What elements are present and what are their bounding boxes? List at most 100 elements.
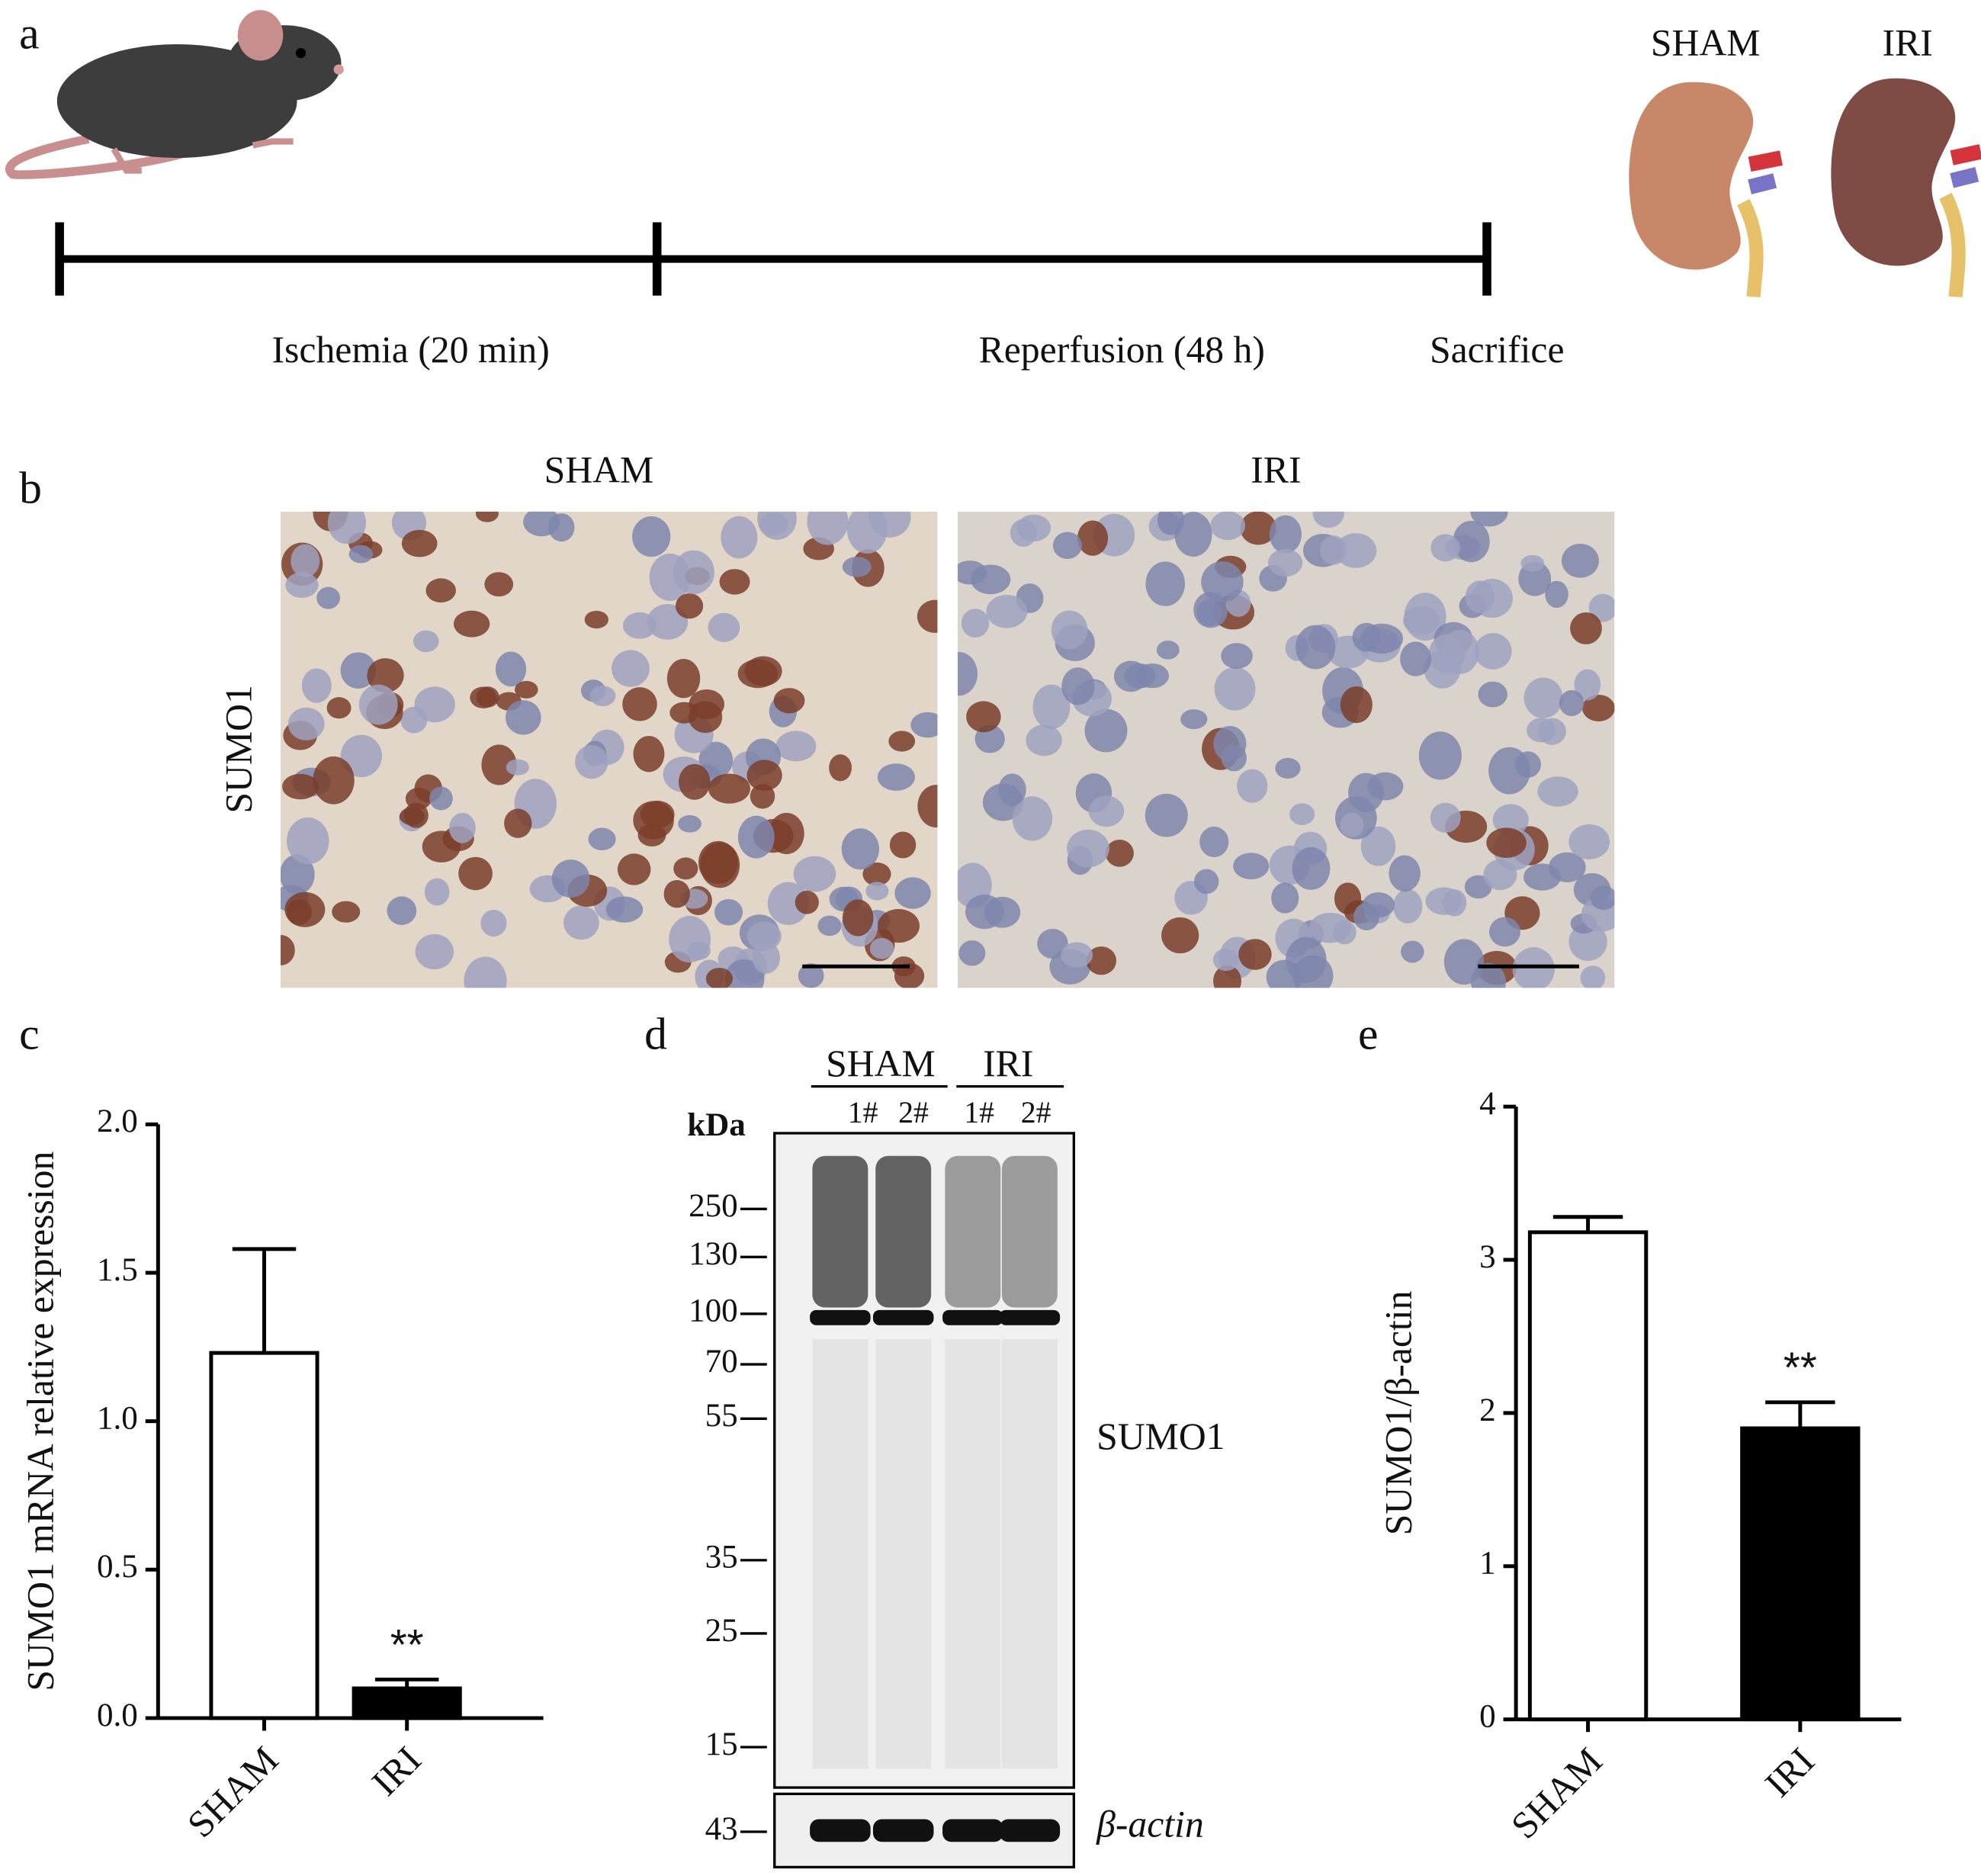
nucleus — [1352, 622, 1381, 652]
band — [942, 1819, 1003, 1842]
panel-label: b — [19, 463, 42, 513]
nucleus — [403, 802, 429, 828]
smear — [945, 1155, 1001, 1308]
y-tick-label: 0.0 — [97, 1698, 138, 1733]
nucleus — [1392, 889, 1423, 924]
nucleus — [470, 686, 497, 708]
nucleus — [917, 599, 938, 633]
nucleus — [1312, 511, 1344, 528]
nucleus — [663, 879, 690, 908]
nucleus — [865, 882, 889, 901]
nucleus — [1292, 846, 1331, 890]
nucleus — [1486, 827, 1527, 858]
marker-label: 25 — [705, 1613, 738, 1649]
nucleus — [793, 856, 836, 892]
nucleus — [1389, 855, 1421, 892]
nucleus — [633, 801, 674, 840]
nucleus — [429, 786, 453, 811]
nucleus — [1465, 580, 1495, 614]
nucleus — [1157, 511, 1185, 535]
nucleus — [679, 763, 711, 800]
nucleus — [1404, 593, 1446, 641]
nucleus — [1442, 889, 1467, 917]
histology-image-iri — [957, 511, 1615, 988]
nucleus — [1400, 641, 1432, 676]
nucleus — [1199, 826, 1229, 858]
nucleus — [877, 909, 920, 943]
nucleus — [475, 511, 499, 522]
nucleus — [1523, 863, 1561, 891]
nucleus — [678, 814, 702, 833]
nucleus — [746, 760, 782, 792]
nucleus — [1561, 543, 1599, 578]
nucleus — [1430, 802, 1461, 833]
group-label: IRI — [983, 1042, 1033, 1084]
band — [942, 1309, 1003, 1325]
nucleus — [673, 857, 698, 880]
nucleus — [551, 859, 590, 898]
nucleus — [1348, 773, 1384, 813]
row-label: SUMO1 — [218, 685, 260, 813]
nucleus — [1308, 912, 1352, 943]
nucleus — [1492, 804, 1529, 836]
nucleus — [287, 707, 325, 740]
nucleus — [495, 651, 527, 687]
nucleus — [1520, 554, 1545, 572]
marker-label: 35 — [705, 1540, 738, 1576]
nucleus — [1061, 667, 1095, 705]
nucleus — [605, 896, 644, 923]
unit-label: kDa — [687, 1107, 746, 1143]
marker-label: 100 — [689, 1293, 738, 1329]
nucleus — [721, 516, 758, 559]
band — [999, 1819, 1061, 1842]
nucleus — [746, 921, 782, 951]
nucleus — [1088, 795, 1125, 827]
nucleus — [842, 899, 874, 936]
nucleus — [700, 842, 740, 888]
nucleus — [1161, 917, 1199, 954]
bar — [352, 1686, 462, 1720]
nucleus — [1289, 803, 1315, 825]
x-tick-label: SHAM — [179, 1739, 286, 1845]
lane-label: 1# — [848, 1096, 878, 1129]
nucleus — [458, 856, 493, 891]
nucleus — [877, 763, 915, 791]
nucleus — [961, 609, 990, 638]
y-tick-label: 0.5 — [97, 1549, 138, 1585]
nucleus — [284, 891, 326, 927]
y-tick-label: 1 — [1479, 1546, 1496, 1582]
nucleus — [584, 610, 608, 629]
x-tick-label: SHAM — [1503, 1739, 1610, 1846]
nucleus — [1084, 708, 1128, 753]
nucleus — [401, 529, 438, 557]
phase-label: Reperfusion (48 h) — [979, 329, 1265, 371]
nucleus — [1051, 610, 1088, 650]
nucleus — [775, 731, 817, 762]
y-tick-label: 0 — [1479, 1698, 1496, 1734]
nucleus — [453, 610, 490, 638]
nucleus — [958, 940, 986, 966]
nucleus — [1489, 917, 1520, 947]
nucleus — [1483, 859, 1517, 891]
nucleus — [1580, 965, 1606, 988]
nucleus — [563, 905, 599, 940]
marker-label: 43 — [705, 1811, 738, 1847]
timeline — [55, 222, 1491, 296]
nucleus — [773, 688, 805, 714]
nucleus — [1474, 633, 1512, 670]
nucleus — [1537, 776, 1578, 807]
nucleus — [869, 937, 894, 959]
nucleus — [1240, 511, 1276, 545]
nucleus — [917, 785, 938, 828]
nucleus — [798, 963, 824, 988]
nucleus — [1512, 947, 1555, 988]
nucleus — [548, 513, 575, 542]
nucleus — [705, 968, 734, 988]
nucleus — [332, 901, 361, 923]
lane-label: 1# — [964, 1096, 994, 1129]
nucleus — [737, 815, 775, 859]
nucleus — [708, 612, 740, 642]
smear — [1001, 1155, 1058, 1308]
nucleus — [666, 658, 701, 699]
marker-label: 15 — [705, 1727, 738, 1762]
